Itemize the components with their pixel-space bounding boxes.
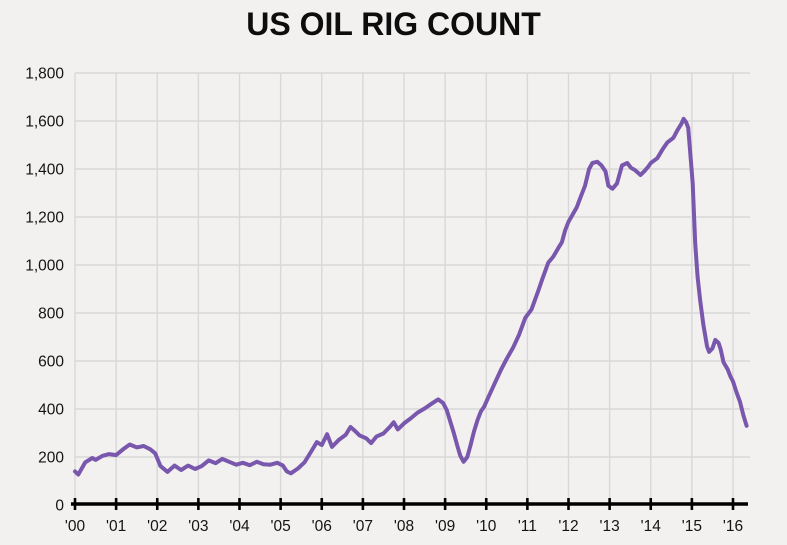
y-tick-label: 1,800	[25, 66, 64, 83]
y-tick-label: 0	[55, 498, 64, 515]
y-tick-label: 1,400	[25, 162, 64, 179]
x-tick-label: '13	[600, 518, 620, 535]
x-tick-label: '00	[65, 518, 86, 535]
y-tick-label: 400	[38, 402, 64, 419]
x-tick-label: '11	[518, 518, 537, 535]
x-tick-label: '04	[229, 518, 250, 535]
y-tick-label: 600	[38, 354, 64, 371]
x-tick-label: '12	[558, 518, 578, 535]
x-tick-label: '05	[271, 518, 291, 535]
y-tick-label: 800	[38, 306, 64, 323]
x-tick-label: '06	[312, 518, 332, 535]
x-tick-label: '03	[188, 518, 208, 535]
x-tick-label: '01	[106, 518, 126, 535]
y-tick-label: 1,600	[25, 114, 64, 131]
y-tick-label: 200	[38, 450, 64, 467]
y-tick-label: 1,000	[25, 258, 64, 275]
x-tick-label: '14	[641, 518, 662, 535]
x-tick-label: '15	[682, 518, 702, 535]
x-tick-label: '02	[147, 518, 167, 535]
chart-title: US OIL RIG COUNT	[246, 6, 541, 42]
x-tick-label: '10	[476, 518, 497, 535]
x-tick-label: '07	[353, 518, 373, 535]
y-tick-label: 1,200	[25, 210, 64, 227]
rig-count-data-line	[73, 116, 749, 477]
x-tick-label: '08	[394, 518, 414, 535]
x-tick-label: '16	[723, 518, 743, 535]
x-tick-label: '09	[435, 518, 455, 535]
